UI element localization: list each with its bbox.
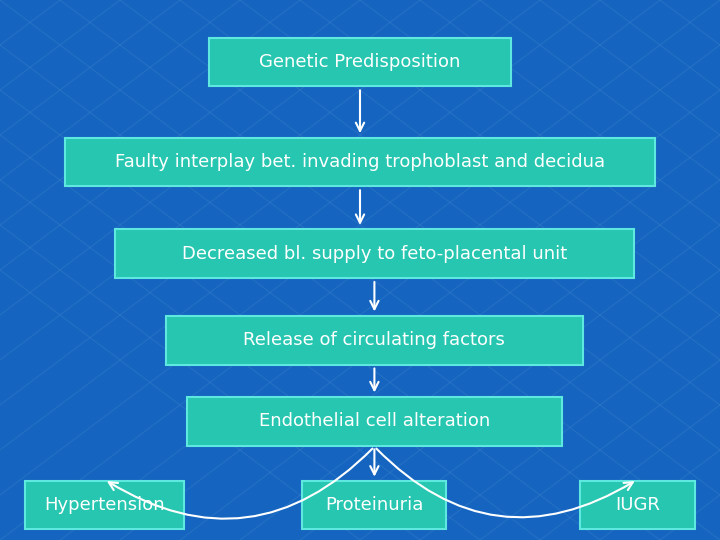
FancyBboxPatch shape [580, 481, 695, 529]
FancyBboxPatch shape [65, 138, 655, 186]
FancyBboxPatch shape [187, 397, 562, 445]
FancyBboxPatch shape [115, 230, 634, 278]
Text: Faulty interplay bet. invading trophoblast and decidua: Faulty interplay bet. invading trophobla… [115, 153, 605, 171]
Text: Proteinuria: Proteinuria [325, 496, 423, 514]
Text: Genetic Predisposition: Genetic Predisposition [259, 53, 461, 71]
Text: IUGR: IUGR [615, 496, 660, 514]
FancyBboxPatch shape [209, 38, 511, 86]
Text: Decreased bl. supply to feto-placental unit: Decreased bl. supply to feto-placental u… [181, 245, 567, 263]
FancyBboxPatch shape [25, 481, 184, 529]
FancyBboxPatch shape [302, 481, 446, 529]
Text: Endothelial cell alteration: Endothelial cell alteration [258, 412, 490, 430]
Text: Release of circulating factors: Release of circulating factors [243, 331, 505, 349]
Text: Hypertension: Hypertension [44, 496, 165, 514]
FancyBboxPatch shape [166, 316, 583, 364]
